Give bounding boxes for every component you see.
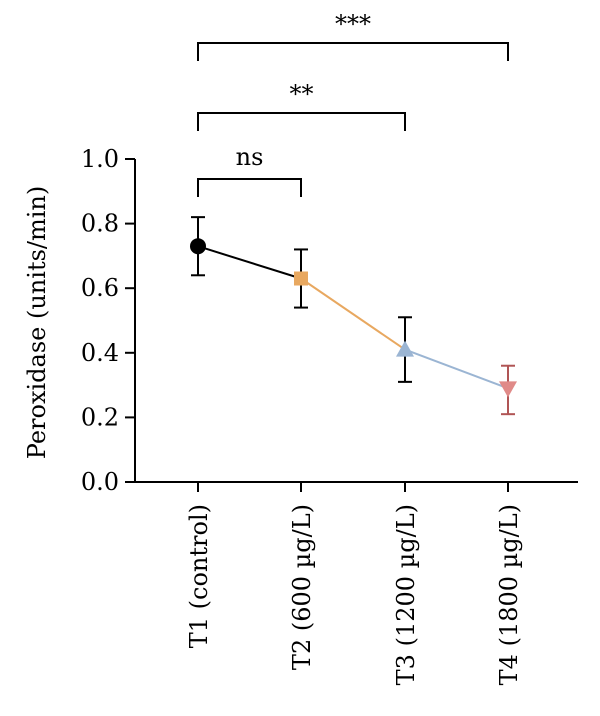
significance-label: ns bbox=[236, 143, 264, 171]
y-axis-title: Peroxidase (units/min) bbox=[23, 186, 51, 459]
error-bars bbox=[191, 216, 515, 416]
data-point-triangle-down bbox=[499, 381, 517, 398]
significance-bracket bbox=[197, 178, 302, 197]
significance-bracket bbox=[197, 42, 509, 61]
significance-label: ** bbox=[290, 80, 314, 108]
significance-label: *** bbox=[335, 10, 371, 38]
series-line-segment bbox=[404, 348, 509, 390]
y-tick-label: 0.6 bbox=[81, 274, 119, 302]
significance-bracket bbox=[197, 112, 406, 131]
data-markers bbox=[190, 238, 517, 398]
x-tick-label: T4 (1800 µg/L) bbox=[495, 504, 523, 685]
x-tick-label: T1 (control) bbox=[185, 504, 213, 648]
axes bbox=[134, 159, 578, 483]
y-ticks: 0.0 0.2 0.4 0.6 0.8 1.0 bbox=[81, 145, 135, 496]
x-tick-label: T2 (600 µg/L) bbox=[288, 504, 316, 670]
y-tick-label: 0.2 bbox=[81, 403, 119, 431]
data-point-triangle-up bbox=[396, 340, 414, 357]
line-segments bbox=[197, 245, 509, 390]
significance-brackets: ns***** bbox=[197, 10, 509, 197]
series-line-segment bbox=[300, 277, 406, 351]
data-point-circle bbox=[190, 238, 206, 255]
x-tick-label: T3 (1200 µg/L) bbox=[392, 504, 420, 685]
y-tick-label: 0.8 bbox=[81, 210, 119, 238]
x-ticks: T1 (control) T2 (600 µg/L) T3 (1200 µg/L) T… bbox=[185, 482, 523, 685]
y-tick-label: 0.4 bbox=[81, 339, 119, 367]
series-line-segment bbox=[197, 245, 302, 280]
data-point-square bbox=[294, 271, 308, 286]
y-tick-label: 1.0 bbox=[81, 145, 119, 173]
y-tick-label: 0.0 bbox=[81, 468, 119, 496]
